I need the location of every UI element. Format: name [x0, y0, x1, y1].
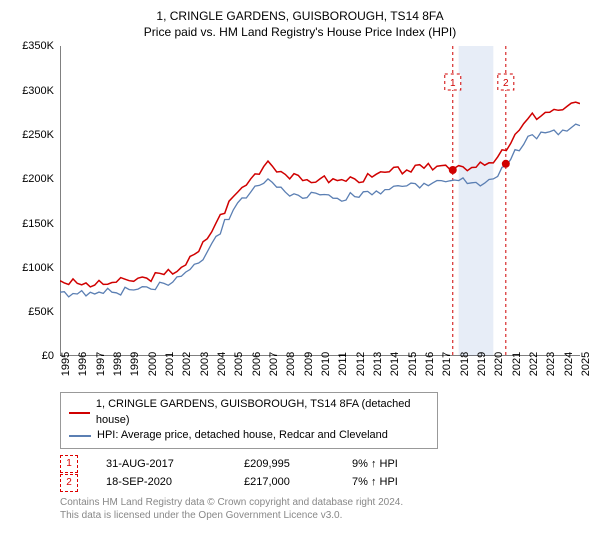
chart-svg: 12	[60, 46, 580, 356]
x-axis-label: 2020	[493, 352, 505, 376]
x-axis-label: 2019	[476, 352, 488, 376]
y-axis-label: £150K	[22, 218, 54, 230]
marker-date: 18-SEP-2020	[106, 473, 216, 492]
x-axis-label: 1998	[112, 352, 124, 376]
marker-price: £209,995	[244, 455, 324, 474]
y-axis-label: £350K	[22, 40, 54, 52]
x-axis-label: 2009	[303, 352, 315, 376]
svg-text:1: 1	[450, 78, 456, 89]
x-axis-label: 1996	[77, 352, 89, 376]
x-axis-label: 2018	[459, 352, 471, 376]
y-axis-label: £200K	[22, 173, 54, 185]
table-row: 1 31-AUG-2017 £209,995 9% ↑ HPI	[60, 455, 588, 474]
marker-delta: 9% ↑ HPI	[352, 455, 432, 474]
footnote: Contains HM Land Registry data © Crown c…	[60, 496, 588, 523]
svg-text:2: 2	[503, 78, 509, 89]
legend-row-2: HPI: Average price, detached house, Redc…	[69, 428, 429, 443]
x-axis-label: 2000	[147, 352, 159, 376]
legend-row-1: 1, CRINGLE GARDENS, GUISBOROUGH, TS14 8F…	[69, 397, 429, 428]
footnote-line2: This data is licensed under the Open Gov…	[60, 509, 588, 523]
x-axis-label: 2023	[545, 352, 557, 376]
x-axis-label: 2010	[320, 352, 332, 376]
chart-container: 1, CRINGLE GARDENS, GUISBOROUGH, TS14 8F…	[0, 0, 600, 529]
x-axis-label: 2003	[199, 352, 211, 376]
marker-badge: 1	[60, 455, 78, 473]
x-axis-label: 2021	[511, 352, 523, 376]
legend-swatch-2	[69, 435, 91, 437]
y-axis-label: £300K	[22, 85, 54, 97]
chart-title-line2: Price paid vs. HM Land Registry's House …	[12, 24, 588, 40]
y-axis-label: £250K	[22, 129, 54, 141]
x-axis-label: 2002	[181, 352, 193, 376]
legend-label-1: 1, CRINGLE GARDENS, GUISBOROUGH, TS14 8F…	[96, 397, 429, 428]
x-axis-label: 2017	[441, 352, 453, 376]
y-axis-label: £50K	[28, 306, 54, 318]
x-axis-label: 2014	[389, 352, 401, 376]
x-axis-label: 1999	[129, 352, 141, 376]
legend-label-2: HPI: Average price, detached house, Redc…	[97, 428, 388, 443]
table-row: 2 18-SEP-2020 £217,000 7% ↑ HPI	[60, 473, 588, 492]
x-axis-label: 1995	[60, 352, 72, 376]
x-axis-label: 2008	[285, 352, 297, 376]
plot-area: 12 £0£50K£100K£150K£200K£250K£300K£350K1…	[12, 46, 588, 384]
x-axis-label: 2011	[337, 353, 349, 377]
legend: 1, CRINGLE GARDENS, GUISBOROUGH, TS14 8F…	[60, 392, 438, 448]
x-axis-label: 2006	[251, 352, 263, 376]
marker-date: 31-AUG-2017	[106, 455, 216, 474]
x-axis-label: 2004	[216, 352, 228, 376]
chart-title-line1: 1, CRINGLE GARDENS, GUISBOROUGH, TS14 8F…	[12, 8, 588, 24]
x-axis-label: 2005	[233, 352, 245, 376]
y-axis-label: £100K	[22, 262, 54, 274]
marker-price: £217,000	[244, 473, 324, 492]
x-axis-label: 2024	[563, 352, 575, 376]
x-axis-label: 2016	[424, 352, 436, 376]
markers-table: 1 31-AUG-2017 £209,995 9% ↑ HPI 2 18-SEP…	[60, 455, 588, 492]
x-axis-label: 1997	[95, 352, 107, 376]
x-axis-label: 2025	[580, 352, 592, 376]
footnote-line1: Contains HM Land Registry data © Crown c…	[60, 496, 588, 510]
x-axis-label: 2022	[528, 352, 540, 376]
marker-delta: 7% ↑ HPI	[352, 473, 432, 492]
x-axis-label: 2013	[372, 352, 384, 376]
x-axis-label: 2015	[407, 352, 419, 376]
x-axis-label: 2001	[164, 352, 176, 376]
legend-swatch-1	[69, 412, 90, 414]
y-axis-label: £0	[42, 350, 54, 362]
x-axis-label: 2012	[355, 352, 367, 376]
marker-badge: 2	[60, 474, 78, 492]
x-axis-label: 2007	[268, 352, 280, 376]
